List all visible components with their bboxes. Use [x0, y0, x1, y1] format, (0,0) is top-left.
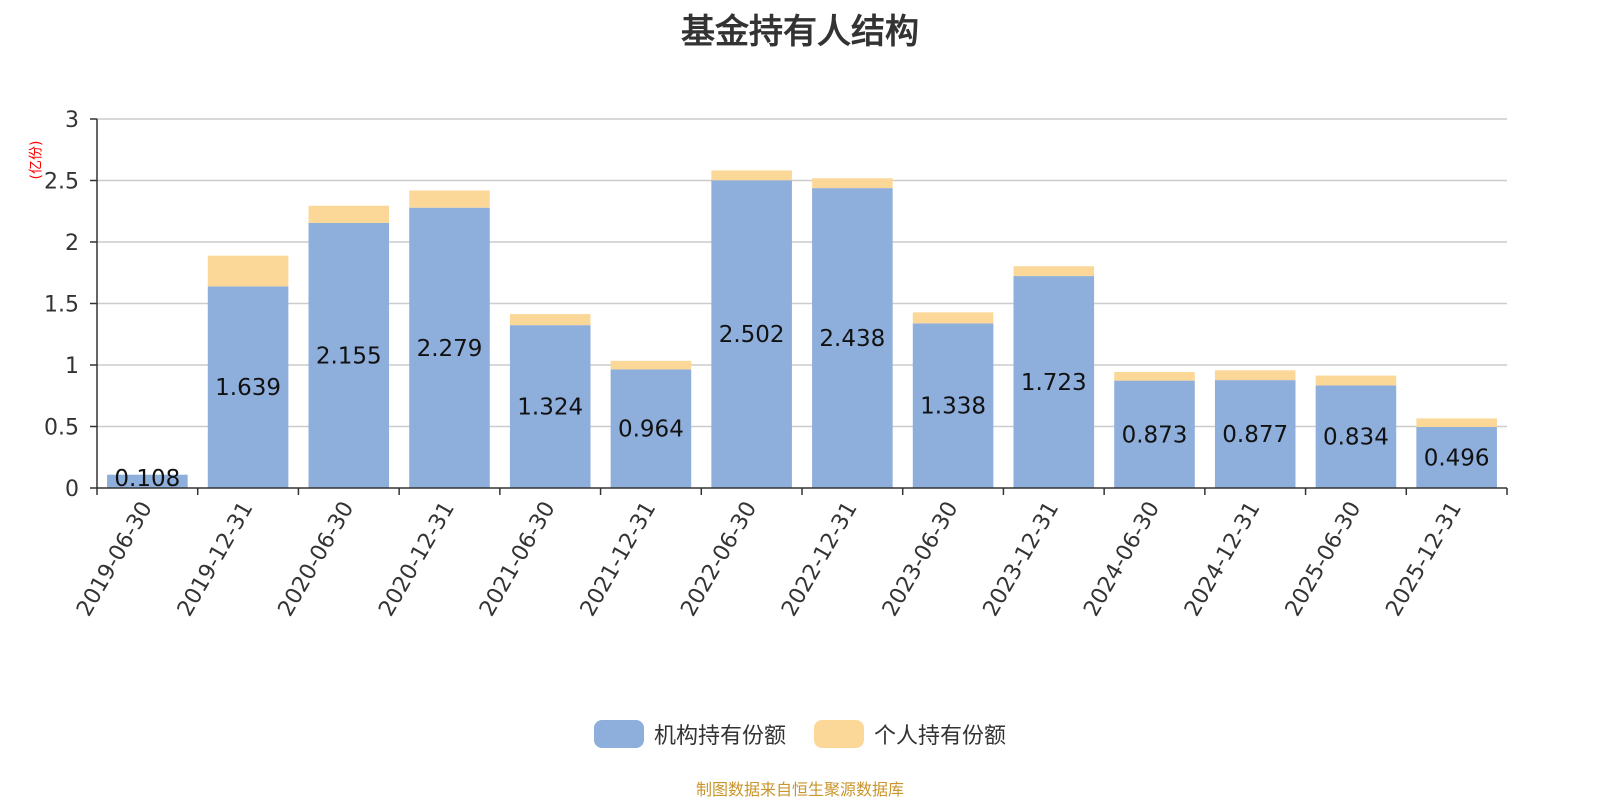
- bar-individual: [1214, 370, 1296, 381]
- bar-institutional: [1416, 426, 1497, 488]
- bar-institutional: [711, 180, 792, 488]
- bar-individual: [207, 255, 289, 287]
- y-tick-label: 2: [65, 231, 79, 256]
- bar-value-label: 0.964: [618, 417, 684, 443]
- bar-institutional: [1114, 380, 1195, 488]
- legend-label-individual: 个人持有份额: [874, 724, 1007, 749]
- bar-individual: [509, 314, 591, 326]
- legend-item-institutional[interactable]: 机构持有份额: [593, 718, 786, 750]
- bar-institutional: [912, 323, 994, 488]
- bar-institutional: [1315, 385, 1397, 488]
- bar-value-label: 2.155: [316, 343, 382, 369]
- y-tick-label: 2.5: [44, 170, 79, 195]
- bar-value-label: 2.438: [819, 326, 885, 352]
- x-tick-label: 2019-12-31: [173, 498, 259, 621]
- chart-title: 基金持有人结构: [681, 12, 919, 52]
- x-tick-label: 2019-06-30: [72, 498, 158, 621]
- legend: 机构持有份额 个人持有份额: [0, 718, 1600, 750]
- bar-value-label: 1.639: [215, 375, 281, 401]
- bar-individual: [1315, 375, 1397, 386]
- bar-value-label: 0.496: [1424, 445, 1490, 471]
- y-tick-label: 1: [65, 354, 79, 379]
- y-tick-label: 0.5: [44, 416, 79, 441]
- bar-individual: [409, 190, 490, 208]
- bar-value-label: 0.877: [1222, 422, 1288, 448]
- bar-institutional: [1013, 276, 1095, 488]
- y-tick-label: 3: [65, 108, 79, 133]
- bar-individual: [308, 205, 390, 223]
- bar-value-label: 2.502: [719, 322, 785, 348]
- x-tick-label: 2020-12-31: [374, 498, 460, 621]
- bar-value-label: 1.338: [920, 394, 986, 420]
- bar-institutional: [610, 369, 692, 488]
- x-tick-label: 2022-06-30: [676, 498, 762, 621]
- bar-individual: [610, 360, 692, 370]
- x-tick-label: 2020-06-30: [274, 498, 360, 621]
- bar-institutional: [308, 222, 390, 488]
- bar-value-label: 2.279: [417, 336, 483, 362]
- bar-institutional: [1214, 380, 1296, 488]
- legend-swatch-institutional: [593, 720, 644, 748]
- bar-value-label: 0.834: [1323, 425, 1389, 451]
- bar-institutional: [409, 207, 490, 489]
- bar-individual: [812, 178, 893, 189]
- bar-individual: [1013, 266, 1095, 277]
- bar-institutional: [107, 474, 188, 488]
- x-tick-label: 2021-06-30: [475, 498, 561, 621]
- x-tick-label: 2023-12-31: [979, 498, 1065, 621]
- bar-institutional: [509, 325, 591, 488]
- bar-value-label: 1.324: [517, 395, 583, 421]
- x-tick-label: 2025-12-31: [1381, 498, 1467, 621]
- bar-value-label: 1.723: [1021, 370, 1087, 396]
- data-source-note: 制图数据来自恒生聚源数据库: [695, 780, 904, 799]
- x-tick-label: 2023-06-30: [878, 498, 964, 621]
- bar-institutional: [812, 188, 893, 488]
- bar-individual: [1114, 372, 1195, 381]
- y-tick-label: 1.5: [44, 293, 79, 318]
- x-tick-label: 2021-12-31: [576, 498, 662, 621]
- x-tick-label: 2024-06-30: [1079, 498, 1165, 621]
- y-tick-label: 0: [65, 477, 79, 502]
- x-tick-label: 2024-12-31: [1180, 498, 1266, 621]
- bar-individual: [912, 312, 994, 324]
- legend-item-individual[interactable]: 个人持有份额: [814, 718, 1006, 750]
- x-tick-label: 2022-12-31: [777, 498, 863, 621]
- legend-swatch-individual: [814, 720, 864, 748]
- bar-individual: [1416, 418, 1497, 427]
- bar-value-label: 0.873: [1122, 422, 1188, 448]
- legend-label-institutional: 机构持有份额: [653, 724, 786, 749]
- x-tick-label: 2025-06-30: [1281, 498, 1367, 621]
- bar-individual: [711, 170, 792, 181]
- bar-institutional: [207, 286, 289, 488]
